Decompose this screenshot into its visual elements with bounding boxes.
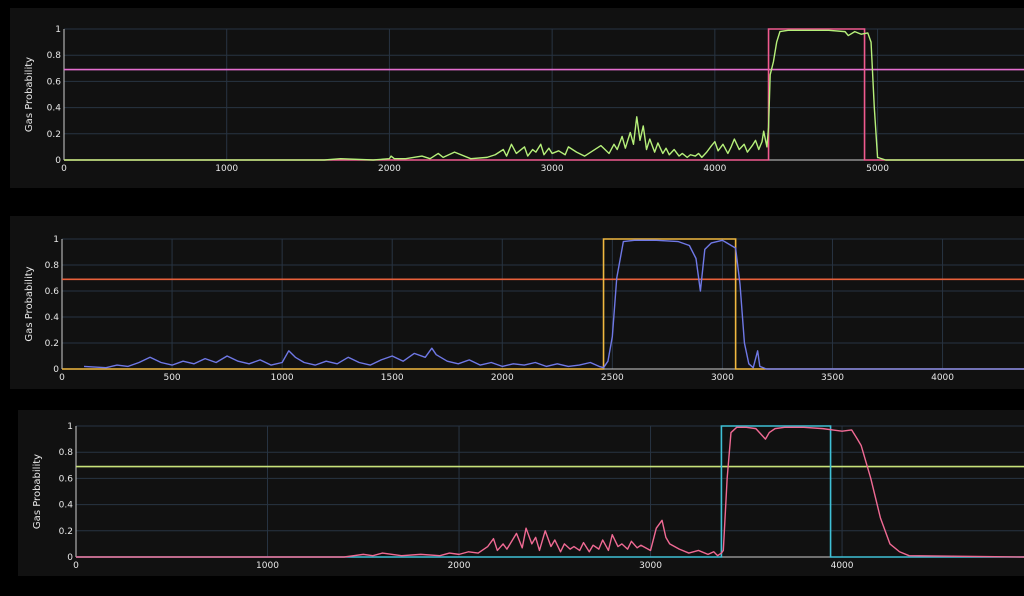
chart3-x-tick-label: 2000 — [448, 561, 471, 571]
chart-panel-2: 0 0.2 0.4 0.6 0.8 1 0 500 1000 1500 2000 2500 3000 35… — [10, 216, 1024, 389]
chart3-y-tick-label: 0.2 — [59, 527, 73, 537]
chart3-x-tick-label: 3000 — [639, 561, 662, 571]
chart1-y-tick-label: 0.2 — [47, 130, 61, 140]
chart2-x-tick-label: 3500 — [821, 373, 844, 383]
gas-probability-chart-2: 0 0.2 0.4 0.6 0.8 1 0 500 1000 1500 2000 2500 3000 35… — [24, 235, 1024, 383]
chart1-x-tick-label: 1000 — [215, 164, 238, 174]
chart1-y-tick-label: 0.4 — [47, 104, 62, 114]
chart2-x-tick-label: 3000 — [711, 373, 734, 383]
chart3-detection-window — [76, 425, 1024, 558]
chart-panel-1: 0 0.2 0.4 0.6 0.8 1 0 1000 2000 3000 4000 5000 Gas P… — [10, 8, 1024, 188]
chart2-x-tick-label: 1000 — [271, 373, 294, 383]
chart1-x-tick-label: 2000 — [378, 164, 401, 174]
chart1-x-tick-label: 4000 — [703, 164, 726, 174]
chart2-detection-window — [62, 238, 1024, 370]
chart1-x-tick-label: 5000 — [866, 164, 889, 174]
chart1-detection-window — [64, 28, 1024, 161]
chart2-y-tick-label: 0.2 — [45, 339, 59, 349]
chart2-y-axis-title: Gas Probability — [24, 266, 35, 341]
chart2-x-tick-label: 500 — [163, 373, 180, 383]
chart1-x-tick-label: 0 — [61, 164, 67, 174]
chart3-y-tick-label: 0.4 — [59, 501, 74, 511]
chart2-y-tick-label: 0 — [53, 365, 59, 375]
chart2-y-tick-label: 0.8 — [45, 261, 60, 271]
chart2-y-tick-label: 0.6 — [45, 287, 60, 297]
chart2-x-tick-label: 4000 — [931, 373, 954, 383]
chart3-x-tick-label: 4000 — [831, 561, 854, 571]
chart3-y-axis-title: Gas Probability — [32, 454, 43, 529]
chart3-series-line — [76, 426, 1024, 558]
chart1-series-line — [64, 29, 1024, 161]
chart1-y-tick-label: 0.6 — [47, 77, 62, 87]
gas-probability-chart-1: 0 0.2 0.4 0.6 0.8 1 0 1000 2000 3000 4000 5000 Gas P… — [24, 25, 1024, 174]
chart2-x-tick-label: 2500 — [601, 373, 624, 383]
chart3-y-tick-label: 1 — [67, 422, 73, 432]
chart3-y-tick-label: 0.8 — [59, 448, 74, 458]
chart2-x-tick-label: 2000 — [491, 373, 514, 383]
chart3-x-tick-label: 0 — [73, 561, 79, 571]
chart2-x-tick-label: 1500 — [381, 373, 404, 383]
chart2-y-tick-label: 1 — [53, 235, 59, 245]
chart3-y-tick-label: 0.6 — [59, 474, 74, 484]
chart1-x-tick-label: 3000 — [541, 164, 564, 174]
chart2-series-line — [83, 239, 1024, 370]
chart1-y-axis-title: Gas Probability — [24, 57, 35, 132]
chart1-y-tick-label: 1 — [55, 25, 61, 35]
chart3-x-tick-label: 1000 — [256, 561, 279, 571]
chart-panel-3: 00.20.40.60.81010002000300040005Gas Prob… — [18, 410, 1024, 576]
chart3-y-tick-label: 0 — [67, 553, 73, 563]
chart2-x-tick-label: 0 — [59, 373, 65, 383]
gas-probability-chart-3: 00.20.40.60.81010002000300040005Gas Prob… — [32, 422, 1024, 571]
chart1-y-tick-label: 0.8 — [47, 51, 62, 61]
chart1-y-tick-label: 0 — [55, 156, 61, 166]
chart2-y-tick-label: 0.4 — [45, 313, 60, 323]
